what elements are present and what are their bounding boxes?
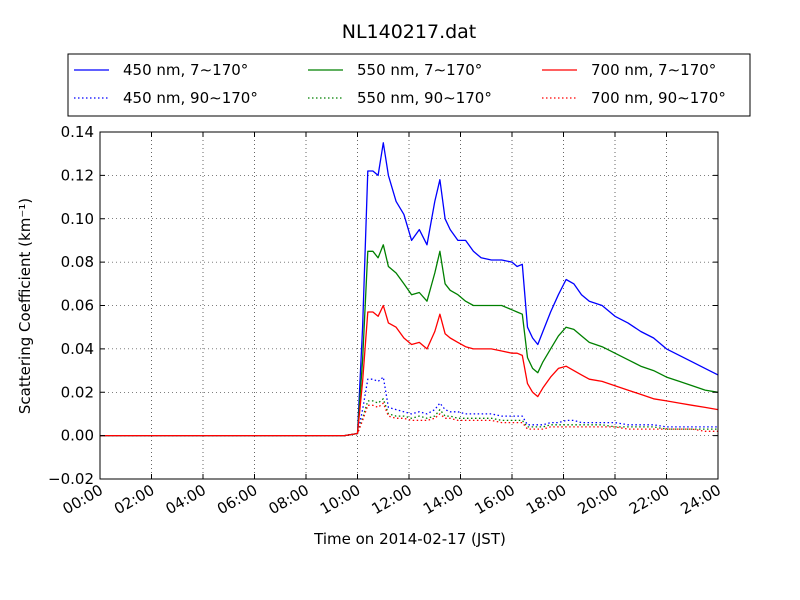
chart-title: NL140217.dat [342,21,477,43]
x-tick-label: 22:00 [626,481,672,518]
series-line-2 [100,304,719,437]
y-tick-label: 0.10 [61,210,94,228]
y-tick-label: 0.06 [61,297,94,315]
x-tick-label: 06:00 [214,481,260,518]
legend: 450 nm, 7∼170° 550 nm, 7∼170° 700 nm, 7∼17… [67,53,751,117]
legend-label-0: 450 nm, 7∼170° [123,61,248,79]
series-line-5 [100,402,718,437]
legend-label-5: 700 nm, 90∼170° [591,89,726,107]
legend-frame [67,53,751,117]
x-tick-label: 14:00 [420,481,466,518]
y-tick-label: 0.02 [61,383,94,401]
x-tick-label: 24:00 [678,481,724,518]
legend-label-4: 550 nm, 90∼170° [357,89,492,107]
series-line-3 [100,376,718,437]
x-tick-label: 08:00 [266,481,312,518]
y-tick-label: 0.00 [61,427,94,445]
legend-label-3: 450 nm, 90∼170° [123,89,258,107]
grid [100,132,718,479]
legend-label-2: 700 nm, 7∼170° [591,61,716,79]
y-tick-label: −0.02 [48,470,94,488]
x-tick-label: 10:00 [317,481,363,518]
series-line-0 [100,142,719,437]
x-tick-label: 12:00 [369,481,415,518]
x-tick-label: 18:00 [523,481,569,518]
y-axis-label: Scattering Coefficient (km⁻¹) [16,198,34,414]
y-tick-label: 0.12 [61,166,94,184]
x-tick-label: 20:00 [575,481,621,518]
y-tick-label: 0.04 [61,340,94,358]
x-tick-label: 04:00 [163,481,209,518]
legend-label-1: 550 nm, 7∼170° [357,61,482,79]
x-tick-label: 02:00 [111,481,157,518]
series-line-1 [100,244,719,437]
y-tick-label: 0.14 [61,123,94,141]
x-axis-label: Time on 2014-02-17 (JST) [313,530,506,548]
x-tick-label: 16:00 [472,481,518,518]
y-tick-label: 0.08 [61,253,94,271]
series-group [100,142,719,437]
y-axis: −0.02 0.00 0.02 0.04 0.06 0.08 0.10 0.12 0.14 [48,123,718,488]
